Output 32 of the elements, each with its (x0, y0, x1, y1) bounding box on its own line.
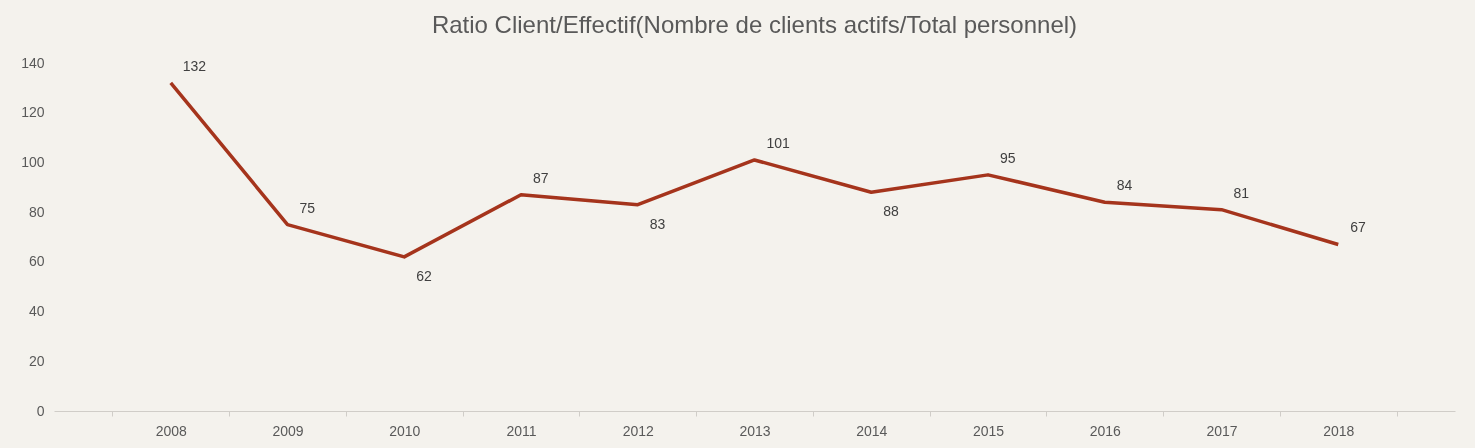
x-tick-label: 2010 (389, 422, 421, 439)
data-label: 83 (649, 215, 666, 232)
y-tick-label: 0 (36, 402, 45, 419)
x-tick-label: 2014 (856, 422, 888, 439)
data-label: 88 (883, 203, 900, 220)
x-tick-label: 2015 (972, 422, 1005, 439)
data-label: 62 (416, 267, 433, 284)
y-tick-label: 20 (28, 352, 45, 369)
data-label: 67 (1350, 219, 1367, 236)
x-tick-label: 2011 (506, 422, 537, 439)
data-label: 101 (766, 134, 791, 151)
x-tick-label: 2017 (1206, 422, 1238, 439)
x-tick-label: 2008 (155, 422, 188, 439)
y-tick-label: 60 (28, 253, 45, 270)
x-tick-label: 2012 (622, 422, 655, 439)
x-tick-label: 2009 (272, 422, 304, 439)
data-label: 95 (1000, 149, 1016, 166)
y-tick-label: 120 (21, 104, 45, 121)
y-tick-label: 100 (21, 153, 45, 170)
line-series (169, 81, 1340, 259)
data-label: 132 (182, 57, 207, 74)
data-label: 84 (1116, 177, 1133, 194)
x-tick-label: 2013 (739, 422, 771, 439)
y-tick-label: 140 (21, 54, 45, 71)
data-label: 87 (533, 169, 549, 186)
data-label: 81 (1233, 184, 1250, 201)
data-label: 75 (299, 199, 316, 216)
x-tick-label: 2016 (1089, 422, 1122, 439)
chart-title: Ratio Client/Effectif(Nombre de clients actifs/Total personnel) (431, 11, 1078, 38)
y-tick-label: 40 (28, 303, 45, 320)
y-tick-label: 80 (28, 203, 45, 220)
x-tick-label: 2018 (1323, 422, 1355, 439)
